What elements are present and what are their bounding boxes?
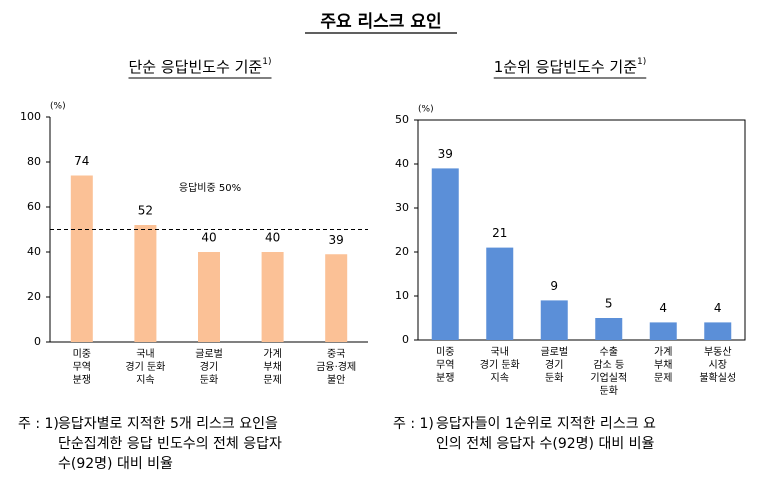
x-tick-label: 무역 [73, 361, 91, 373]
note-line: 수(92명) 대비 비율 [58, 456, 173, 472]
chart-title-text: 1순위 응답빈도수 기준 [494, 58, 637, 76]
x-tick-label: 가계 [654, 346, 672, 358]
bar [134, 225, 157, 342]
x-tick-label: 국내 [136, 348, 154, 360]
note-line: 인의 전체 응답자 수(92명) 대비 비율 [436, 436, 655, 452]
value-label: 39 [438, 147, 453, 161]
y-tick-label: 40 [27, 245, 41, 258]
y-tick-label: 60 [27, 200, 41, 213]
x-tick-label: 경기 둔화 [480, 358, 520, 371]
unit-label: (%) [418, 105, 434, 115]
x-tick-label: 둔화 [200, 374, 218, 386]
y-tick-label: 20 [27, 290, 41, 303]
y-tick-label: 30 [395, 201, 409, 214]
bar [431, 168, 459, 340]
x-tick-label: 시장 [709, 359, 727, 371]
value-label: 40 [265, 231, 280, 245]
note-line: 단순집계한 응답 빈도수의 전체 응답자 [58, 436, 282, 452]
x-tick-label: 미중 [73, 348, 91, 360]
x-tick-label: 문제 [654, 372, 672, 384]
value-label: 74 [74, 154, 89, 168]
value-label: 39 [329, 233, 344, 247]
page-title: 주요 리스크 요인 [320, 12, 441, 32]
x-tick-label: 가계 [263, 348, 281, 360]
note-prefix: 주 : 1) [18, 416, 59, 432]
x-tick-label: 부동산 [704, 346, 732, 358]
x-tick-label: 문제 [263, 374, 281, 386]
y-tick-label: 50 [395, 113, 409, 126]
x-tick-label: 부채 [654, 359, 672, 371]
y-tick-label: 10 [395, 289, 409, 302]
x-tick-label: 분쟁 [436, 372, 454, 384]
value-label: 4 [714, 301, 722, 315]
y-tick-label: 100 [20, 110, 41, 123]
chart-title: 단순 응답빈도수 기준1) [129, 57, 272, 76]
x-tick-label: 지속 [491, 372, 509, 384]
bar [704, 322, 732, 340]
x-tick-label: 무역 [436, 359, 454, 371]
value-label: 4 [659, 301, 667, 315]
chart-title-text: 단순 응답빈도수 기준 [129, 58, 263, 76]
x-tick-label: 감소 등 [593, 359, 624, 371]
x-tick-label: 경기 [200, 360, 218, 373]
y-tick-label: 80 [27, 155, 41, 168]
x-tick-label: 미중 [436, 346, 454, 358]
y-tick-label: 40 [395, 157, 409, 170]
annotation: 응답비중 50% [179, 182, 241, 194]
x-tick-label: 경기 [545, 358, 563, 371]
bar [70, 175, 93, 342]
plot-frame [417, 119, 746, 341]
x-tick-label: 불확실성 [699, 372, 736, 384]
bar [595, 318, 623, 340]
x-tick-label: 불안 [327, 374, 345, 386]
y-tick-label: 0 [402, 333, 409, 346]
value-label: 52 [138, 204, 153, 218]
x-tick-label: 기업실적 [590, 371, 627, 384]
chart-title-sup: 1) [262, 57, 271, 67]
bar [540, 300, 568, 340]
x-tick-label: 경기 둔화 [125, 360, 165, 373]
x-tick-label: 둔화 [545, 372, 563, 384]
x-tick-label: 둔화 [600, 385, 618, 397]
note-line: 응답자별로 지적한 5개 리스크 요인을 [58, 416, 278, 432]
y-tick-label: 20 [395, 245, 409, 258]
note-line: 응답자들이 1순위로 지적한 리스크 요 [436, 416, 656, 432]
x-tick-label: 중국 [327, 348, 345, 360]
value-label: 21 [492, 226, 507, 240]
bar [486, 247, 514, 340]
x-tick-label: 지속 [136, 374, 154, 386]
bar [325, 254, 348, 342]
x-tick-label: 수출 [600, 346, 618, 358]
y-tick-label: 0 [34, 335, 41, 348]
note-prefix: 주 : 1) [393, 416, 434, 432]
x-tick-label: 금융·경제 [316, 360, 356, 373]
value-label: 40 [201, 231, 216, 245]
x-tick-label: 분쟁 [73, 374, 91, 386]
bar [649, 322, 677, 340]
unit-label: (%) [50, 102, 66, 112]
x-tick-label: 국내 [491, 346, 509, 358]
bar [261, 252, 284, 342]
bar [198, 252, 220, 342]
chart-title: 1순위 응답빈도수 기준1) [494, 57, 647, 76]
x-tick-label: 부채 [263, 361, 281, 373]
chart-title-sup: 1) [637, 57, 646, 67]
x-tick-label: 글로벌 [195, 348, 223, 360]
value-label: 5 [605, 297, 613, 311]
value-label: 9 [550, 279, 558, 293]
x-tick-label: 글로벌 [540, 346, 568, 358]
